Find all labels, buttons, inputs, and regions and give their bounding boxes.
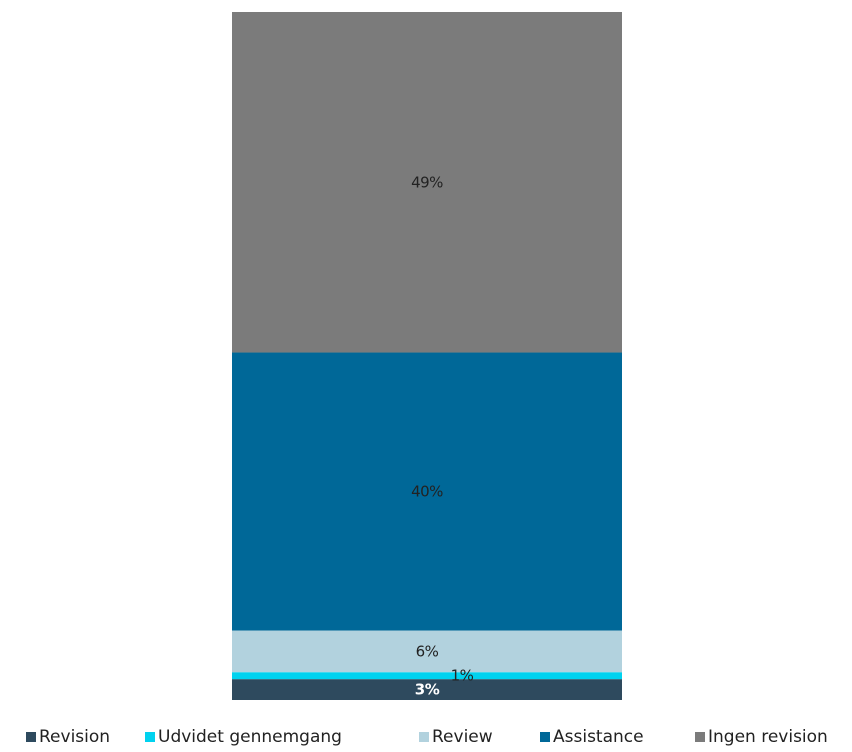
data-label-udvidet-gennemgang: 1% <box>451 667 474 685</box>
legend-swatch-review <box>419 732 429 742</box>
bar-stack <box>232 12 622 700</box>
legend-swatch-revision <box>26 732 36 742</box>
bar-segment-review <box>232 630 622 673</box>
data-labels: 3% 1% 6% 40% 49% <box>411 173 474 698</box>
legend-item-review: Review <box>419 727 493 747</box>
legend-swatch-ingen-revision <box>695 732 705 742</box>
legend-label-ingen-revision: Ingen revision <box>708 727 828 747</box>
legend-swatch-assistance <box>540 732 550 742</box>
legend-item-assistance: Assistance <box>540 727 644 747</box>
legend-label-assistance: Assistance <box>553 727 644 747</box>
legend: Revision Udvidet gennemgang Review Assistan… <box>26 727 828 747</box>
data-label-ingen-revision: 49% <box>411 173 443 191</box>
data-label-assistance: 40% <box>411 483 443 501</box>
legend-swatch-udvidet-gennemgang <box>145 732 155 742</box>
bar-segment-assistance <box>232 352 622 631</box>
bar-segment-revision <box>232 679 622 700</box>
legend-item-revision: Revision <box>26 727 110 747</box>
legend-item-udvidet-gennemgang: Udvidet gennemgang <box>145 727 342 747</box>
bar-segment-ingen-revision <box>232 12 622 353</box>
legend-item-ingen-revision: Ingen revision <box>695 727 828 747</box>
data-label-revision: 3% <box>415 681 440 699</box>
legend-label-review: Review <box>432 727 493 747</box>
data-label-review: 6% <box>416 642 439 660</box>
legend-label-revision: Revision <box>39 727 110 747</box>
legend-label-udvidet-gennemgang: Udvidet gennemgang <box>158 727 342 747</box>
bar-segment-udvidet-gennemgang <box>232 672 622 680</box>
